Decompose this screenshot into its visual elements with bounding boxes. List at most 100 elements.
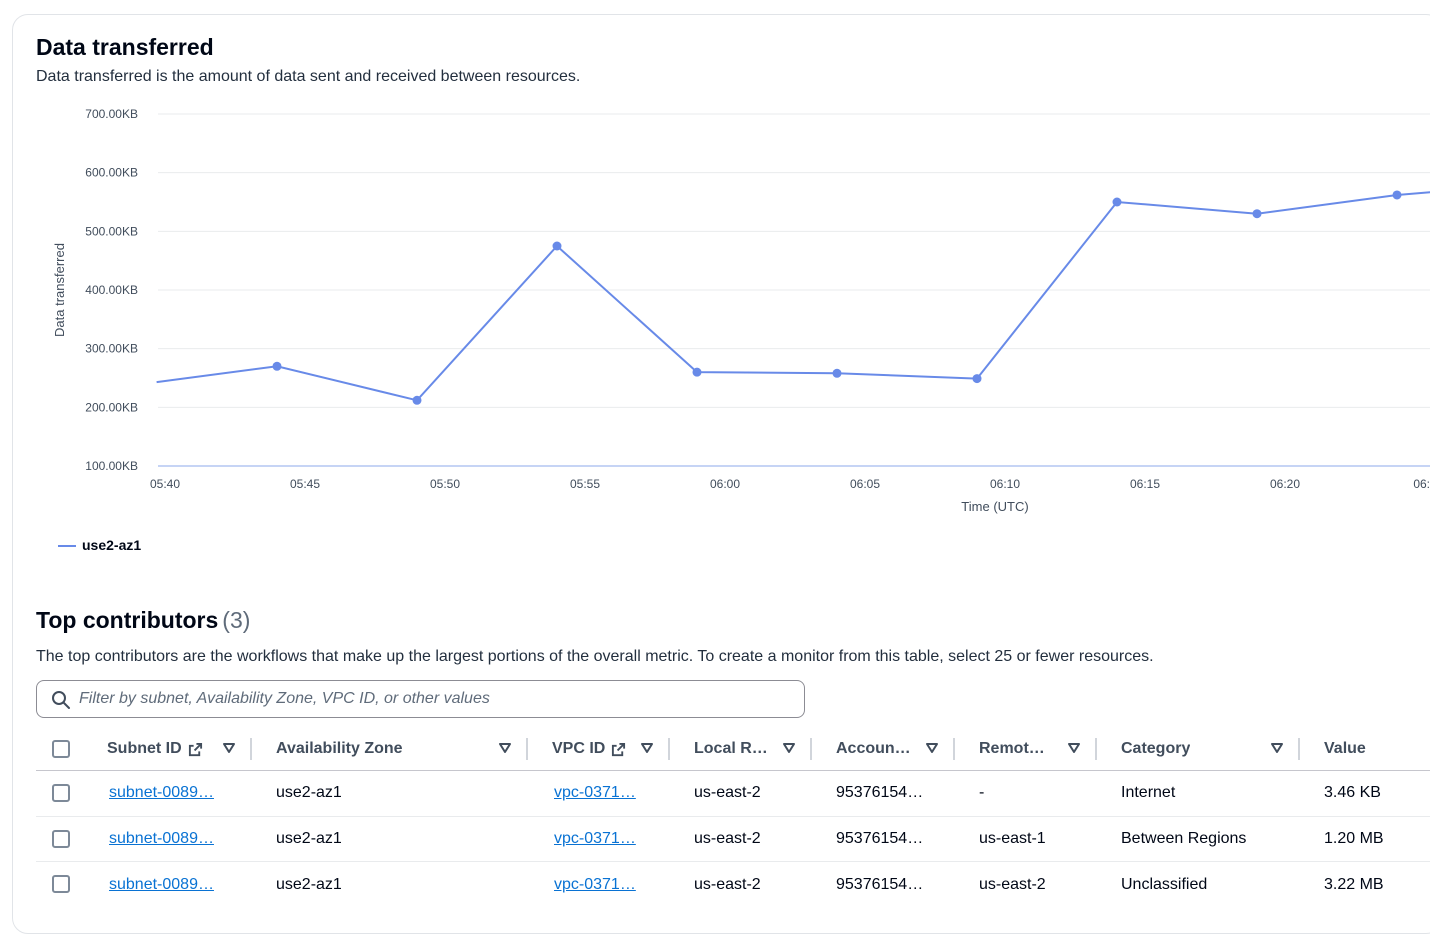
row-select-cell [36,770,96,817]
data-point[interactable] [412,395,422,405]
column-divider[interactable] [953,738,955,760]
column-header-category[interactable]: Category [1097,728,1300,771]
x-tick-label: 06:05 [850,477,880,491]
account-cell: 95376154… [812,770,955,817]
column-divider[interactable] [526,738,528,760]
availability-zone-cell: use2-az1 [252,816,528,862]
data-point[interactable] [832,368,842,378]
top-contributors-title: Top contributors (3) [36,607,250,634]
column-header-vpc-id[interactable]: VPC ID [528,728,670,771]
account-cell: 95376154… [812,816,955,862]
column-label: Category [1121,740,1191,757]
x-tick-label: 05:55 [570,477,600,491]
sort-icon[interactable] [925,741,939,755]
external-link-icon[interactable] [188,742,203,757]
column-header-value[interactable]: Value [1300,728,1430,771]
subnet-id-link[interactable]: subnet-0089… [109,875,214,893]
x-tick-label: 05:45 [290,477,320,491]
chart-description: Data transferred is the amount of data s… [36,68,581,85]
section-title-text: Top contributors [36,607,219,633]
column-header-subnet-id[interactable]: Subnet ID [96,728,252,771]
category-cell: Internet [1097,770,1300,817]
row-checkbox[interactable] [52,784,70,803]
subnet-id-link[interactable]: subnet-0089… [109,829,214,847]
table-header-row: Subnet ID Availability Zone VPC ID [36,728,1430,771]
vpc-id-cell: vpc-0371… [528,862,670,908]
filter-input[interactable] [79,682,794,716]
row-checkbox[interactable] [52,829,70,848]
column-label: VPC ID [552,740,606,757]
vpc-id-link[interactable]: vpc-0371… [554,784,636,802]
legend-item-use2-az1[interactable]: use2-az1 [82,537,141,553]
category-cell: Unclassified [1121,875,1208,893]
column-label: Subnet ID [107,740,182,757]
column-label: Value [1324,740,1366,757]
subnet-id-link[interactable]: subnet-0089… [109,784,214,802]
sort-icon[interactable] [498,741,512,755]
y-tick-label: 300.00KB [85,342,138,356]
search-icon [52,691,70,709]
y-tick-label: 600.00KB [85,166,138,180]
remote-region-cell: - [955,770,1097,817]
vpc-id-cell: vpc-0371… [528,770,670,817]
data-point[interactable] [1252,209,1262,219]
sort-icon[interactable] [222,741,236,755]
column-divider[interactable] [668,738,670,760]
select-all-checkbox[interactable] [52,740,70,758]
x-tick-label: 05:40 [150,477,180,491]
top-contributors-description: The top contributors are the workflows t… [36,648,1154,665]
remote-region-cell: us-east-1 [955,816,1097,862]
column-header-account[interactable]: Accoun… [812,728,955,771]
value-cell: 3.46 KB [1300,770,1430,817]
x-axis-label: Time (UTC) [961,499,1028,514]
value-cell: 1.20 MB [1300,816,1430,862]
column-label: Availability Zone [276,740,403,757]
subnet-id-cell: subnet-0089… [96,816,252,862]
filter-search-box[interactable] [36,680,805,718]
subnet-id-cell: subnet-0089… [96,770,252,817]
data-point[interactable] [692,367,702,377]
column-label: Accoun… [836,740,911,757]
local-region-cell: us-east-2 [670,816,812,862]
chart-legend[interactable]: use2-az1 [58,537,141,553]
row-select-cell [36,862,96,908]
vpc-id-link[interactable]: vpc-0371… [554,875,636,893]
column-divider[interactable] [810,738,812,760]
x-tick-label: 06:10 [990,477,1020,491]
column-divider[interactable] [1095,738,1097,760]
x-tick-label: 05:50 [430,477,460,491]
table-row: subnet-0089… use2-az1 vpc-0371… us-east-… [36,816,1430,862]
sort-icon[interactable] [640,741,654,755]
value-cell: 3.22 MB [1324,875,1384,893]
column-divider[interactable] [1298,738,1300,760]
x-tick-label: 06:20 [1270,477,1300,491]
data-point[interactable] [1112,197,1122,207]
sort-icon[interactable] [782,741,796,755]
data-point[interactable] [552,241,562,251]
vpc-id-link[interactable]: vpc-0371… [554,829,636,847]
data-point[interactable] [272,361,282,371]
x-tick-label: 06:2 [1413,477,1430,491]
contributors-count: (3) [222,607,251,633]
data-point[interactable] [972,374,982,384]
y-tick-label: 100.00KB [85,459,138,473]
data-point[interactable] [1392,190,1402,200]
column-divider[interactable] [250,738,252,760]
row-checkbox[interactable] [52,875,70,894]
data-transferred-chart: 700.00KB 600.00KB 500.00KB 400.00KB 300.00KB… [52,107,1430,553]
local-region-cell: us-east-2 [670,770,812,817]
column-label: Local R… [694,740,768,757]
external-link-icon[interactable] [611,742,626,757]
series-line-use2-az1 [156,191,1430,402]
y-tick-label: 700.00KB [85,107,138,121]
column-header-remote-region[interactable]: Remot… [955,728,1097,771]
select-all-header [36,728,96,771]
column-header-availability-zone[interactable]: Availability Zone [252,728,528,771]
column-header-local-region[interactable]: Local R… [670,728,812,771]
column-label: Remot… [979,740,1045,757]
vpc-id-cell: vpc-0371… [528,816,670,862]
row-select-cell [36,816,96,862]
sort-icon[interactable] [1067,741,1081,755]
sort-icon[interactable] [1270,741,1284,755]
y-axis-label: Data transferred [52,243,67,337]
